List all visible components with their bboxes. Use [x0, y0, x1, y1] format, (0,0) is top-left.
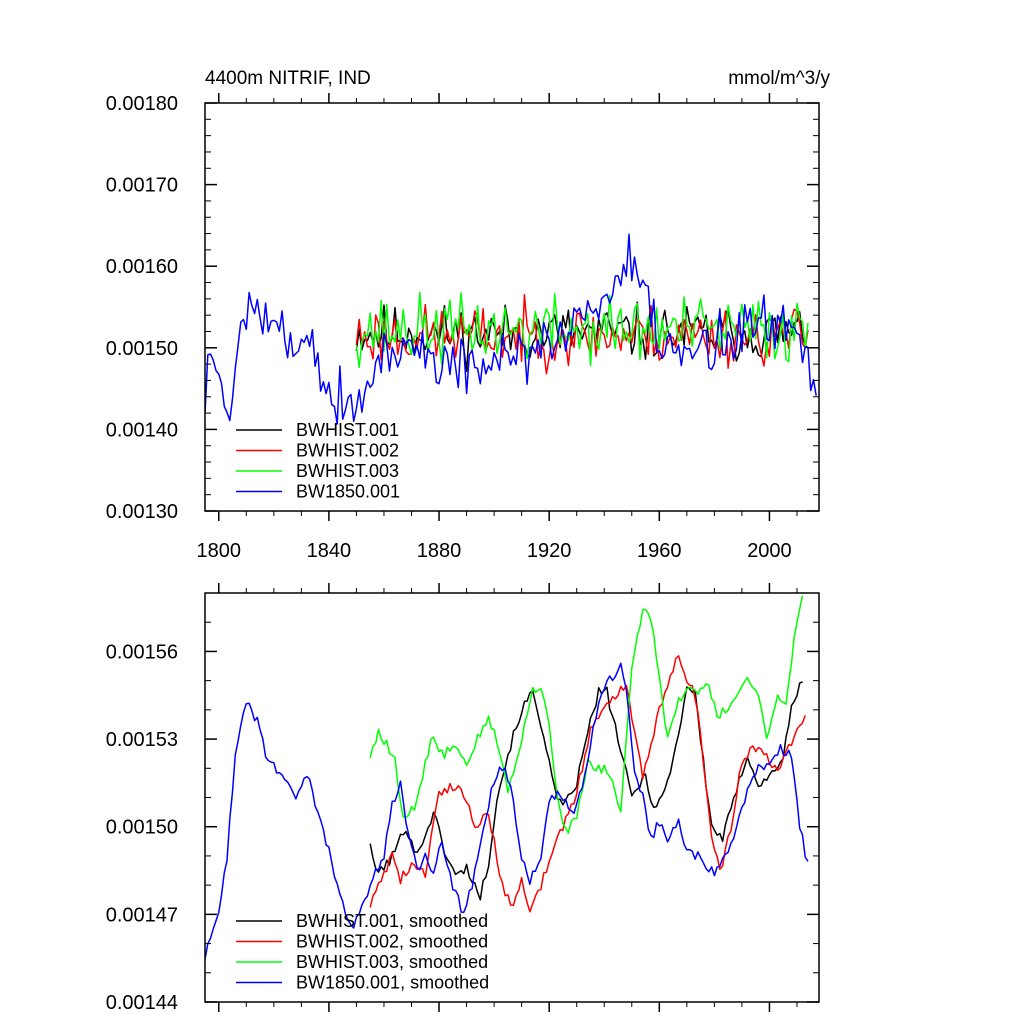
y-tick-label: 0.00170: [106, 175, 178, 197]
legend-label: BWHIST.002: [296, 441, 399, 461]
y-tick-label: 0.00153: [106, 729, 178, 751]
series-line-bwhist-003: [355, 291, 809, 369]
y-tick-label: 0.00160: [106, 256, 178, 278]
top-x-axis: 1800 1840 1880 1920 1960 2000: [197, 93, 798, 562]
legend-label: BW1850.001, smoothed: [296, 973, 489, 993]
legend-label: BWHIST.002, smoothed: [296, 932, 488, 952]
bottom-panel: 0.00144 0.00147 0.00150 0.00153 0.00156 BWHI…: [106, 583, 820, 1014]
y-tick-label: 0.00180: [106, 93, 178, 115]
top-series-group: [205, 233, 817, 425]
x-tick-label: 1840: [307, 540, 352, 562]
legend-label: BWHIST.001: [296, 420, 399, 440]
y-tick-label: 0.00144: [106, 992, 178, 1014]
legend-label: BWHIST.003, smoothed: [296, 952, 488, 972]
bottom-y-axis: 0.00144 0.00147 0.00150 0.00153 0.00156: [106, 592, 819, 1014]
bottom-series-group: [205, 595, 809, 960]
y-tick-label: 0.00140: [106, 419, 178, 441]
series-line-bwhist-003-smoothed: [369, 595, 804, 834]
y-tick-label: 0.00156: [106, 641, 178, 663]
series-line-bw1850-001: [205, 233, 817, 425]
legend-label: BWHIST.001, smoothed: [296, 911, 488, 931]
top-panel: 4400m NITRIF, IND mmol/m^3/y 0.001300.00…: [106, 68, 831, 562]
y-tick-label: 0.00150: [106, 817, 178, 839]
legend-label: BW1850.001: [296, 482, 400, 502]
top-panel-title: 4400m NITRIF, IND: [205, 68, 371, 89]
legend-label: BWHIST.003: [296, 461, 399, 481]
top-panel-units: mmol/m^3/y: [728, 68, 830, 89]
top-plot-frame: [204, 102, 820, 512]
y-tick-label: 0.00147: [106, 904, 178, 926]
y-tick-label: 0.00130: [106, 501, 178, 523]
top-y-axis: 0.00130 0.00140 0.00150 0.00160 0.00170 0.001…: [106, 93, 819, 523]
y-tick-label: 0.00150: [106, 338, 178, 360]
x-tick-label: 2000: [747, 540, 792, 562]
series-line-bwhist-002-smoothed: [369, 655, 806, 913]
x-tick-label: 1880: [417, 540, 462, 562]
bottom-x-axis: [218, 583, 798, 1012]
x-tick-label: 1920: [527, 540, 572, 562]
x-tick-label: 1960: [637, 540, 682, 562]
series-line-bw1850-001-smoothed: [205, 662, 809, 960]
x-tick-label: 1800: [197, 540, 242, 562]
